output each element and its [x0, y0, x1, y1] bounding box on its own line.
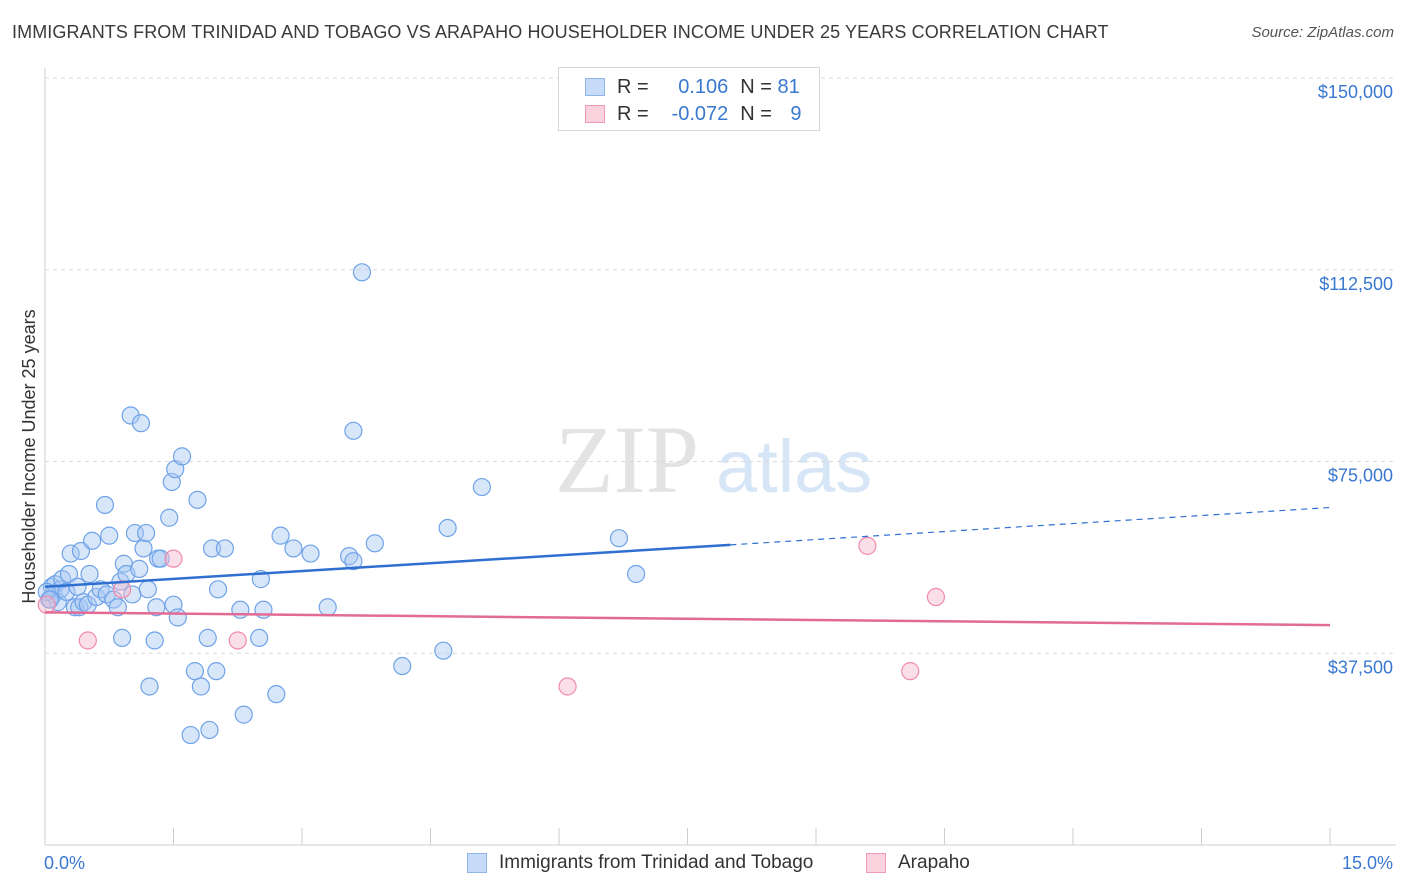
data-point-trinidad	[188, 490, 207, 509]
y-tick-label: $75,000	[1328, 466, 1393, 486]
legend-r-label: R =	[617, 102, 655, 125]
legend-swatch-pink	[585, 105, 605, 123]
data-point-trinidad	[59, 564, 79, 584]
watermark: ZIP atlas	[555, 406, 872, 513]
data-point-arapaho	[901, 662, 920, 681]
data-point-trinidad	[131, 414, 151, 433]
data-point-trinidad	[71, 541, 91, 561]
data-point-trinidad	[626, 564, 646, 584]
legend-n-value: 9	[790, 102, 802, 125]
legend-item-trinidad: Immigrants from Trinidad and Tobago	[467, 852, 813, 874]
trend-line-trinidad-extension	[730, 506, 1331, 546]
data-point-trinidad	[68, 577, 87, 596]
data-point-trinidad	[134, 539, 153, 558]
x-tick-label: 15.0%	[1342, 853, 1393, 873]
data-point-trinidad	[393, 656, 412, 676]
data-point-trinidad	[181, 725, 200, 745]
data-point-trinidad	[112, 628, 132, 648]
data-point-trinidad	[95, 495, 115, 515]
data-point-trinidad	[234, 705, 253, 724]
chart-source: Source: ZipAtlas.com	[1251, 24, 1394, 41]
data-point-trinidad	[57, 582, 76, 601]
data-point-trinidad	[301, 544, 320, 563]
data-point-trinidad	[168, 608, 187, 627]
y-tick-label: $112,500	[1319, 274, 1393, 294]
legend-n-label: N =	[740, 102, 778, 125]
axes	[44, 68, 1396, 846]
data-point-trinidad	[185, 662, 205, 681]
legend-item-arapaho: Arapaho	[866, 852, 970, 874]
data-point-trinidad	[250, 628, 269, 648]
data-point-arapaho	[558, 677, 577, 696]
x-tick-label: 0.0%	[44, 853, 85, 873]
legend-n-label: N =	[740, 75, 778, 98]
legend-swatch-pink	[866, 853, 886, 873]
data-point-trinidad	[267, 685, 286, 704]
data-point-trinidad	[365, 534, 384, 553]
legend-r-label: R =	[617, 75, 655, 98]
data-point-trinidad	[344, 421, 363, 440]
legend-r-value: 0.106	[678, 75, 729, 98]
data-point-trinidad	[80, 564, 99, 584]
data-point-trinidad	[208, 580, 228, 599]
y-tick-label: $150,000	[1318, 82, 1393, 102]
data-point-trinidad	[318, 598, 337, 617]
data-point-trinidad	[207, 662, 226, 681]
data-point-trinidad	[202, 539, 222, 558]
data-point-trinidad	[231, 600, 250, 619]
data-point-trinidad	[91, 580, 110, 599]
legend-label: Immigrants from Trinidad and Tobago	[499, 852, 814, 873]
data-point-trinidad	[100, 526, 119, 545]
watermark-atlas: atlas	[716, 425, 872, 508]
data-point-arapaho	[228, 631, 247, 650]
data-point-trinidad	[198, 628, 217, 648]
data-point-trinidad	[138, 580, 157, 599]
data-point-trinidad	[160, 508, 179, 527]
data-point-arapaho	[164, 549, 183, 568]
axis-labels: $37,500 $75,000 $112,500 $150,000 0.0% 15.0% H…	[19, 82, 1393, 873]
data-point-trinidad	[191, 677, 211, 696]
chart-title: IMMIGRANTS FROM TRINIDAD AND TOBAGO VS A…	[12, 22, 1109, 42]
data-point-trinidad	[83, 531, 102, 550]
data-point-trinidad	[145, 631, 164, 650]
trend-line-arapaho	[44, 611, 1331, 627]
data-point-trinidad	[172, 447, 192, 466]
data-point-trinidad	[41, 590, 60, 609]
data-point-trinidad	[140, 677, 159, 696]
data-point-trinidad	[438, 518, 457, 538]
grid-lines	[45, 77, 1396, 654]
data-point-trinidad	[344, 552, 363, 571]
data-point-arapaho	[37, 595, 56, 614]
data-point-arapaho	[926, 587, 946, 607]
legend-r-value: -0.072	[671, 102, 729, 125]
data-point-trinidad	[130, 559, 149, 578]
y-tick-label: $37,500	[1328, 657, 1393, 677]
data-point-trinidad	[151, 549, 170, 568]
data-point-trinidad	[121, 406, 140, 425]
data-point-trinidad	[271, 526, 290, 545]
watermark-zip: ZIP	[555, 406, 699, 513]
data-point-trinidad	[609, 529, 629, 548]
legend-swatch-blue	[585, 78, 605, 96]
scatter-points	[37, 263, 946, 745]
data-point-trinidad	[472, 477, 491, 497]
y-axis-title: Householder Income Under 25 years	[19, 309, 39, 603]
data-point-trinidad	[200, 720, 219, 740]
data-point-arapaho	[78, 631, 97, 650]
series-legend: Immigrants from Trinidad and Tobago Arap…	[0, 852, 1406, 878]
data-point-trinidad	[352, 263, 372, 282]
legend-label: Arapaho	[898, 852, 970, 873]
data-point-trinidad	[284, 539, 303, 558]
data-point-trinidad	[108, 598, 127, 617]
data-point-trinidad	[434, 641, 453, 660]
correlation-legend: R = 0.106 N = 81 R = -0.072 N = 9	[558, 67, 820, 131]
trend-line-trinidad	[44, 543, 731, 589]
trend-lines	[44, 506, 1331, 627]
data-point-trinidad	[136, 523, 156, 543]
data-point-trinidad	[215, 539, 234, 558]
legend-swatch-blue	[467, 853, 487, 873]
legend-n-value: 81	[777, 75, 800, 98]
data-point-arapaho	[858, 536, 877, 555]
